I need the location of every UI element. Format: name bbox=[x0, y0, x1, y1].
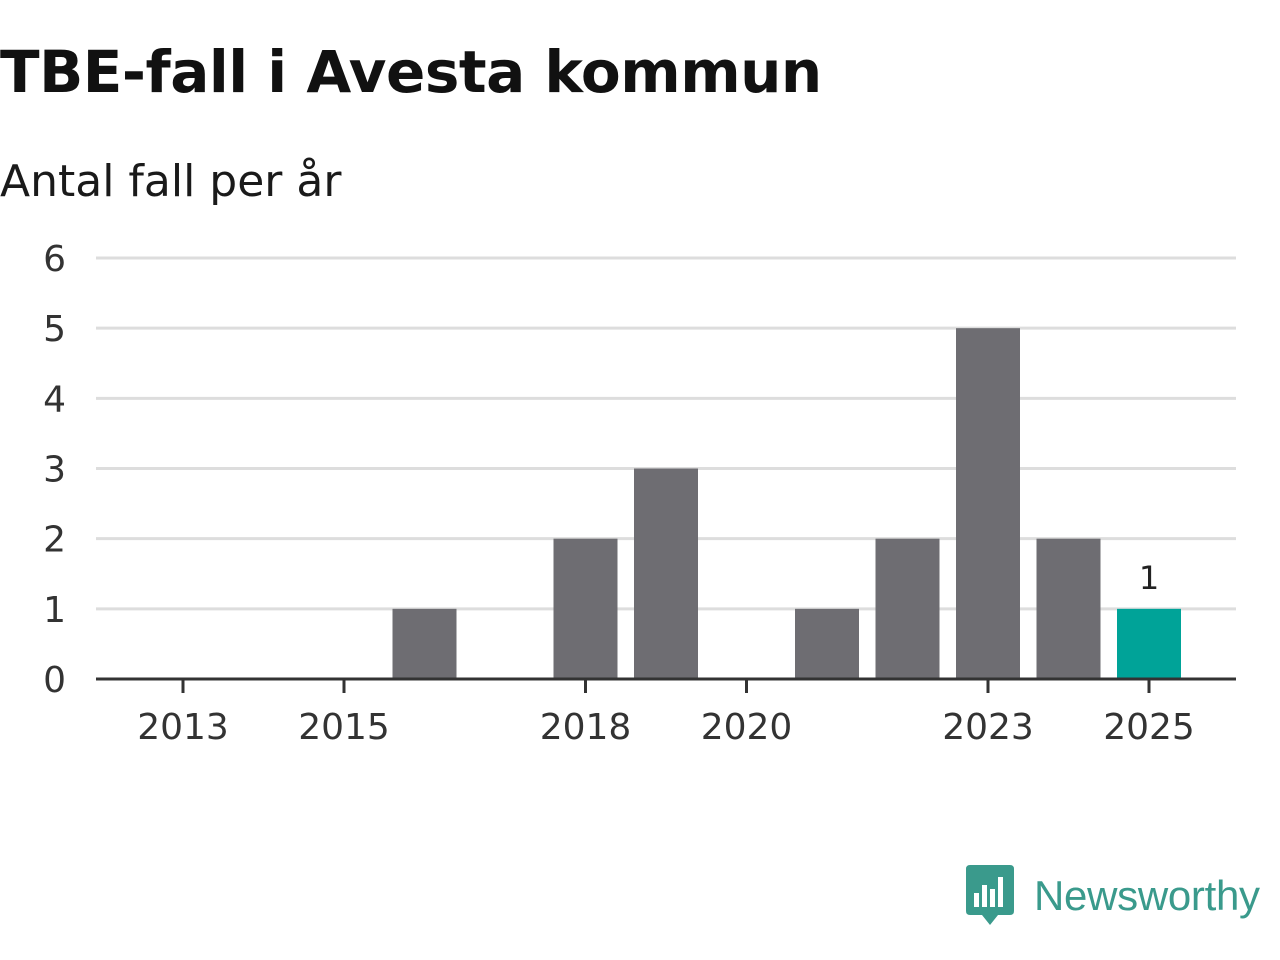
x-tick-label: 2023 bbox=[942, 707, 1034, 748]
bar-2018 bbox=[553, 538, 618, 679]
chart-subtitle: Antal fall per år bbox=[0, 156, 342, 207]
chart-title: TBE-fall i Avesta kommun bbox=[0, 38, 822, 106]
bar-2025 bbox=[1117, 608, 1181, 679]
data-label: 1 bbox=[1139, 559, 1159, 597]
y-tick-label: 3 bbox=[43, 450, 66, 491]
y-tick-label: 5 bbox=[43, 309, 66, 350]
y-tick-label: 1 bbox=[43, 590, 66, 631]
y-tick-label: 4 bbox=[43, 379, 66, 420]
x-tick-label: 2018 bbox=[540, 707, 632, 748]
newsworthy-logo-icon bbox=[966, 865, 1014, 925]
bar-2022 bbox=[875, 538, 940, 679]
bar-2024 bbox=[1036, 538, 1101, 679]
y-tick-label: 2 bbox=[43, 520, 66, 561]
x-tick-label: 2020 bbox=[701, 707, 793, 748]
y-tick-label: 6 bbox=[43, 239, 66, 280]
bar-2023 bbox=[956, 328, 1020, 679]
bar-2016 bbox=[392, 608, 457, 679]
x-tick-label: 2015 bbox=[298, 707, 390, 748]
bar-chart: 0 1 2 3 4 5 6 1 2013 2015 2018 2020 2023 2025 bbox=[43, 239, 1236, 748]
brand-name: Newsworthy bbox=[1034, 872, 1260, 919]
x-tick-label: 2025 bbox=[1103, 707, 1195, 748]
y-tick-label: 0 bbox=[43, 660, 66, 701]
brand: Newsworthy bbox=[964, 864, 1260, 928]
x-tick-label: 2013 bbox=[137, 707, 229, 748]
bar-2021 bbox=[795, 608, 859, 679]
bar-2019 bbox=[634, 468, 698, 679]
